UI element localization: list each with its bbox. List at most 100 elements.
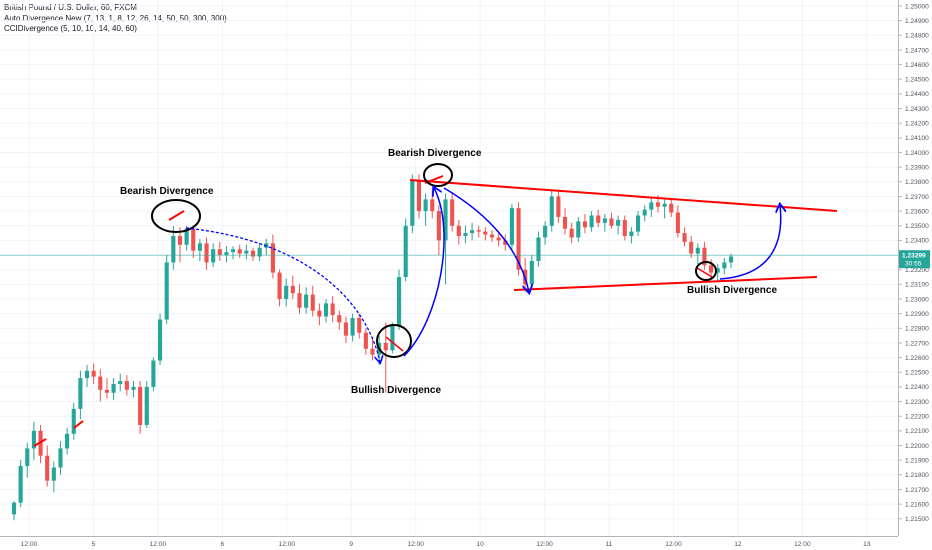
candle-body [529,260,534,285]
bullish-divergence-mark-2 [696,267,713,278]
time-tick-label: 11 [606,541,613,548]
candle-body [317,310,322,317]
candle-body [496,237,501,241]
candle-body [231,249,236,253]
triangle-upper-trendline[interactable] [409,179,838,212]
candle-body [463,233,468,237]
bullish-divergence-circle-2[interactable] [695,261,717,281]
candle-body [290,285,295,294]
candle-body [78,378,83,409]
price-tick-label: 1.23500 [905,223,929,230]
early-red-mark [33,438,47,447]
triangle-lower-trendline[interactable] [513,276,818,291]
candle-body [250,250,256,257]
price-tick-label: 1.23900 [905,164,929,171]
candle-body [151,360,156,387]
candle-body [211,249,216,263]
price-tick-label: 1.23200 [905,267,929,274]
divergence-arrows [185,187,781,362]
candle-body [71,408,76,434]
candle-body [516,208,521,270]
price-tick-label: 1.24600 [905,62,929,69]
time-tick-label: 12:00 [279,541,296,548]
candle-body [25,448,30,467]
price-tick-label: 1.23000 [905,296,929,303]
price-tick-label: 1.24000 [905,150,929,157]
legend-symbol-title[interactable]: British Pound / U.S. Dollar, 60, FXCM [4,3,137,12]
candle-body [396,277,402,326]
candle-body [65,433,70,449]
candle-body [642,209,647,216]
arrow-bearish-to-bullish-2[interactable] [443,187,529,292]
candle-body [443,199,448,241]
candle-body [277,272,282,299]
chart-legend: British Pound / U.S. Dollar, 60, FXCM Au… [4,3,227,35]
time-tick-label: 9 [349,541,353,548]
candle-body [131,386,136,390]
candle-body [430,199,435,212]
candle-body [330,303,335,316]
candle-body [337,315,342,323]
time-tick-label: 5 [92,541,96,548]
price-tick-label: 1.21900 [905,457,929,464]
time-scale[interactable]: 12:00 5 12:00 6 12:00 9 12:00 10 12:00 11 12:00 12 1… [0,536,932,550]
candle-body [423,199,428,212]
candle-body [476,230,481,232]
price-tick-label: 1.22500 [905,370,929,377]
candle-body [98,376,103,390]
legend-indicator-cci-divergence[interactable]: CCIDivergence (5, 10, 10, 14, 40, 60) [4,24,137,33]
candle-body [503,240,508,245]
grid-lines [0,0,898,536]
label-bearish-divergence-2: Bearish Divergence [388,148,482,159]
candle-body [456,225,461,237]
label-bullish-divergence-1: Bullish Divergence [351,385,441,396]
price-scale[interactable]: 1.25000 1.24900 1.24800 1.24700 1.24600 1.245… [898,0,932,550]
price-tick-label: 1.22000 [905,443,929,450]
candle-body [403,225,408,278]
candle-body [695,247,700,254]
candle-body [549,196,554,226]
arrow-bullish-breakout[interactable] [719,205,781,280]
time-tick-label: 10 [476,541,484,548]
candle-body [609,218,614,226]
arrow-bearish-to-bullish-1[interactable] [185,227,380,362]
price-tick-label: 1.23600 [905,208,929,215]
time-tick-label: 12:00 [536,541,553,548]
price-tick-label: 1.21700 [905,487,929,494]
candle-body [669,203,674,213]
candle-body [629,231,634,237]
candle-body [244,250,249,254]
candle-body [576,221,581,238]
label-bullish-divergence-2: Bullish Divergence [687,285,777,296]
candle-body [728,256,734,263]
candle-body [715,268,720,273]
candle-body [702,247,707,266]
candle-body [536,237,541,261]
candle-body [197,243,202,251]
bullish-divergence-circle-1[interactable] [376,324,412,358]
candle-body [304,294,309,308]
price-tick-label: 1.24400 [905,91,929,98]
price-tick-label: 1.24200 [905,121,929,128]
label-bearish-divergence-1: Bearish Divergence [120,186,214,197]
candlestick-series [11,174,734,521]
candle-body [51,467,56,481]
bearish-divergence-circle-1[interactable] [151,199,201,233]
candle-body [509,208,514,245]
current-price-value: 1.23299 [902,253,926,260]
price-tick-label: 1.24100 [905,135,929,142]
candle-body [91,370,96,377]
candle-body [483,231,488,235]
price-tick-label: 1.23400 [905,238,929,245]
time-tick-label: 12:00 [21,541,38,548]
candle-body [18,466,23,503]
candle-body [323,303,329,317]
candle-body [357,318,362,333]
legend-indicator-auto-divergence[interactable]: Auto Divergence New (7, 13, 1, 8, 12, 26… [4,13,227,23]
price-tick-label: 1.24800 [905,33,929,40]
arrow-bullish-to-bearish-1[interactable] [403,188,445,357]
time-tick-label: 6 [221,541,225,548]
price-tick-label: 1.23800 [905,179,929,186]
price-tick-label: 1.22600 [905,355,929,362]
